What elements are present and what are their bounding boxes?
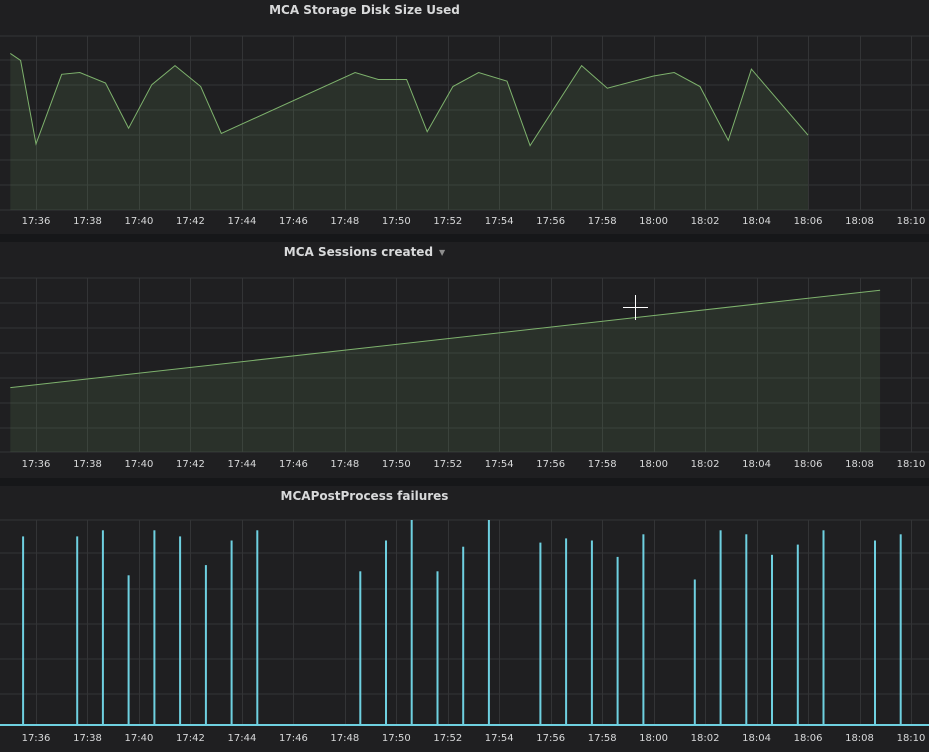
x-tick-label: 17:40: [124, 733, 153, 744]
x-tick-label: 17:46: [279, 459, 308, 470]
sessions-chart[interactable]: 17:36 17:38 17:40 17:42 17:44 17:46 17:48 17:50…: [0, 242, 929, 478]
x-tick-label: 17:58: [588, 459, 617, 470]
x-tick-label: 17:52: [433, 216, 462, 227]
x-tick-label: 18:02: [691, 216, 720, 227]
panel-title[interactable]: MCA Storage Disk Size Used: [269, 3, 460, 17]
disk-size-chart[interactable]: 17:36 17:38 17:40 17:42 17:44 17:46 17:48 17:50…: [0, 0, 929, 234]
x-tick-label: 17:38: [73, 459, 102, 470]
x-tick-label: 17:38: [73, 216, 102, 227]
x-tick-label: 17:52: [433, 459, 462, 470]
x-tick-label: 17:44: [227, 459, 256, 470]
grid: [0, 277, 929, 453]
failure-bar: [127, 575, 130, 725]
x-tick-label: 18:06: [794, 216, 823, 227]
x-tick-label: 18:08: [845, 459, 874, 470]
failure-bar: [642, 534, 645, 725]
failure-bar: [76, 536, 79, 725]
failure-bar: [616, 556, 619, 725]
x-tick-label: 17:38: [73, 733, 102, 744]
failure-bar: [230, 540, 233, 725]
x-tick-label: 17:42: [176, 459, 205, 470]
failure-bar: [745, 534, 748, 725]
x-tick-label: 18:02: [691, 733, 720, 744]
failure-bar: [101, 530, 104, 726]
x-tick-label: 18:06: [794, 459, 823, 470]
failure-bar: [874, 540, 876, 725]
failure-bar: [359, 571, 362, 726]
series-line: [10, 289, 881, 389]
x-tick-label: 17:36: [22, 733, 51, 744]
failure-bar: [590, 540, 593, 725]
failure-bar: [256, 530, 259, 726]
x-tick-label: 17:56: [536, 216, 565, 227]
x-tick-label: 18:08: [845, 733, 874, 744]
failure-bar: [22, 536, 25, 725]
failure-bar: [719, 530, 722, 726]
x-tick-label: 17:54: [485, 459, 514, 470]
x-tick-label: 18:02: [691, 459, 720, 470]
failures-panel: MCAPostProcess failures 17:36 17:38 17:40 1…: [0, 486, 929, 752]
x-tick-label: 17:46: [279, 216, 308, 227]
x-tick-label: 17:40: [124, 216, 153, 227]
x-tick-label: 17:46: [279, 733, 308, 744]
failure-bar: [410, 520, 413, 725]
x-tick-label: 17:44: [227, 216, 256, 227]
failure-bar: [204, 565, 207, 725]
x-tick-label: 17:48: [330, 459, 359, 470]
x-tick-label: 17:50: [382, 733, 411, 744]
x-tick-label: 17:54: [485, 216, 514, 227]
x-tick-label: 17:42: [176, 733, 205, 744]
x-tick-label: 18:04: [742, 733, 771, 744]
failure-bar: [487, 520, 490, 725]
failure-bar: [693, 579, 696, 725]
x-tick-label: 18:10: [897, 733, 926, 744]
x-tick-label: 17:36: [22, 216, 51, 227]
failure-bar: [462, 546, 465, 725]
x-tick-label: 18:04: [742, 216, 771, 227]
series-area-fill: [10, 53, 809, 211]
x-tick-label: 17:48: [330, 733, 359, 744]
failure-bar: [899, 534, 902, 725]
x-tick-label: 18:00: [639, 216, 668, 227]
x-tick-label: 18:10: [897, 459, 926, 470]
disk-size-panel: MCA Storage Disk Size Used 17:36 17:38 17:…: [0, 0, 929, 234]
failure-bar: [565, 538, 568, 725]
x-tick-label: 17:56: [536, 459, 565, 470]
x-tick-label: 17:54: [485, 733, 514, 744]
x-tick-label: 18:00: [639, 459, 668, 470]
x-tick-label: 17:58: [588, 216, 617, 227]
x-tick-label: 17:50: [382, 216, 411, 227]
x-tick-label: 17:44: [227, 733, 256, 744]
x-tick-label: 17:56: [536, 733, 565, 744]
x-tick-label: 18:10: [897, 216, 926, 227]
x-tick-label: 17:42: [176, 216, 205, 227]
x-tick-label: 18:00: [639, 733, 668, 744]
panel-title-wrap[interactable]: MCA Sessions created ▼: [0, 245, 729, 259]
panel-title[interactable]: MCAPostProcess failures: [280, 489, 449, 503]
x-tick-label: 18:06: [794, 733, 823, 744]
failure-bar: [796, 544, 799, 725]
chevron-down-icon[interactable]: ▼: [439, 248, 446, 257]
x-tick-label: 17:58: [588, 733, 617, 744]
failure-bar: [539, 542, 542, 725]
x-tick-label: 18:08: [845, 216, 874, 227]
x-tick-label: 17:50: [382, 459, 411, 470]
failure-bar: [822, 530, 825, 726]
grid: [0, 35, 929, 211]
failure-bar: [153, 530, 156, 726]
x-tick-label: 17:40: [124, 459, 153, 470]
grid: [0, 519, 929, 726]
failures-chart[interactable]: 17:36 17:38 17:40 17:42 17:44 17:46 17:48 17:50…: [0, 486, 929, 752]
panel-title: MCA Sessions created: [283, 245, 434, 259]
failure-bar: [385, 540, 387, 725]
x-tick-label: 18:04: [742, 459, 771, 470]
x-tick-label: 17:52: [433, 733, 462, 744]
sessions-panel: MCA Sessions created ▼ 17:36 17:38 17:40 17:…: [0, 242, 929, 478]
x-tick-label: 17:36: [22, 459, 51, 470]
series-area-fill: [10, 290, 881, 452]
x-tick-label: 17:48: [330, 216, 359, 227]
failure-bar: [771, 554, 773, 725]
failure-bar: [179, 536, 182, 725]
failure-bar: [436, 571, 439, 726]
